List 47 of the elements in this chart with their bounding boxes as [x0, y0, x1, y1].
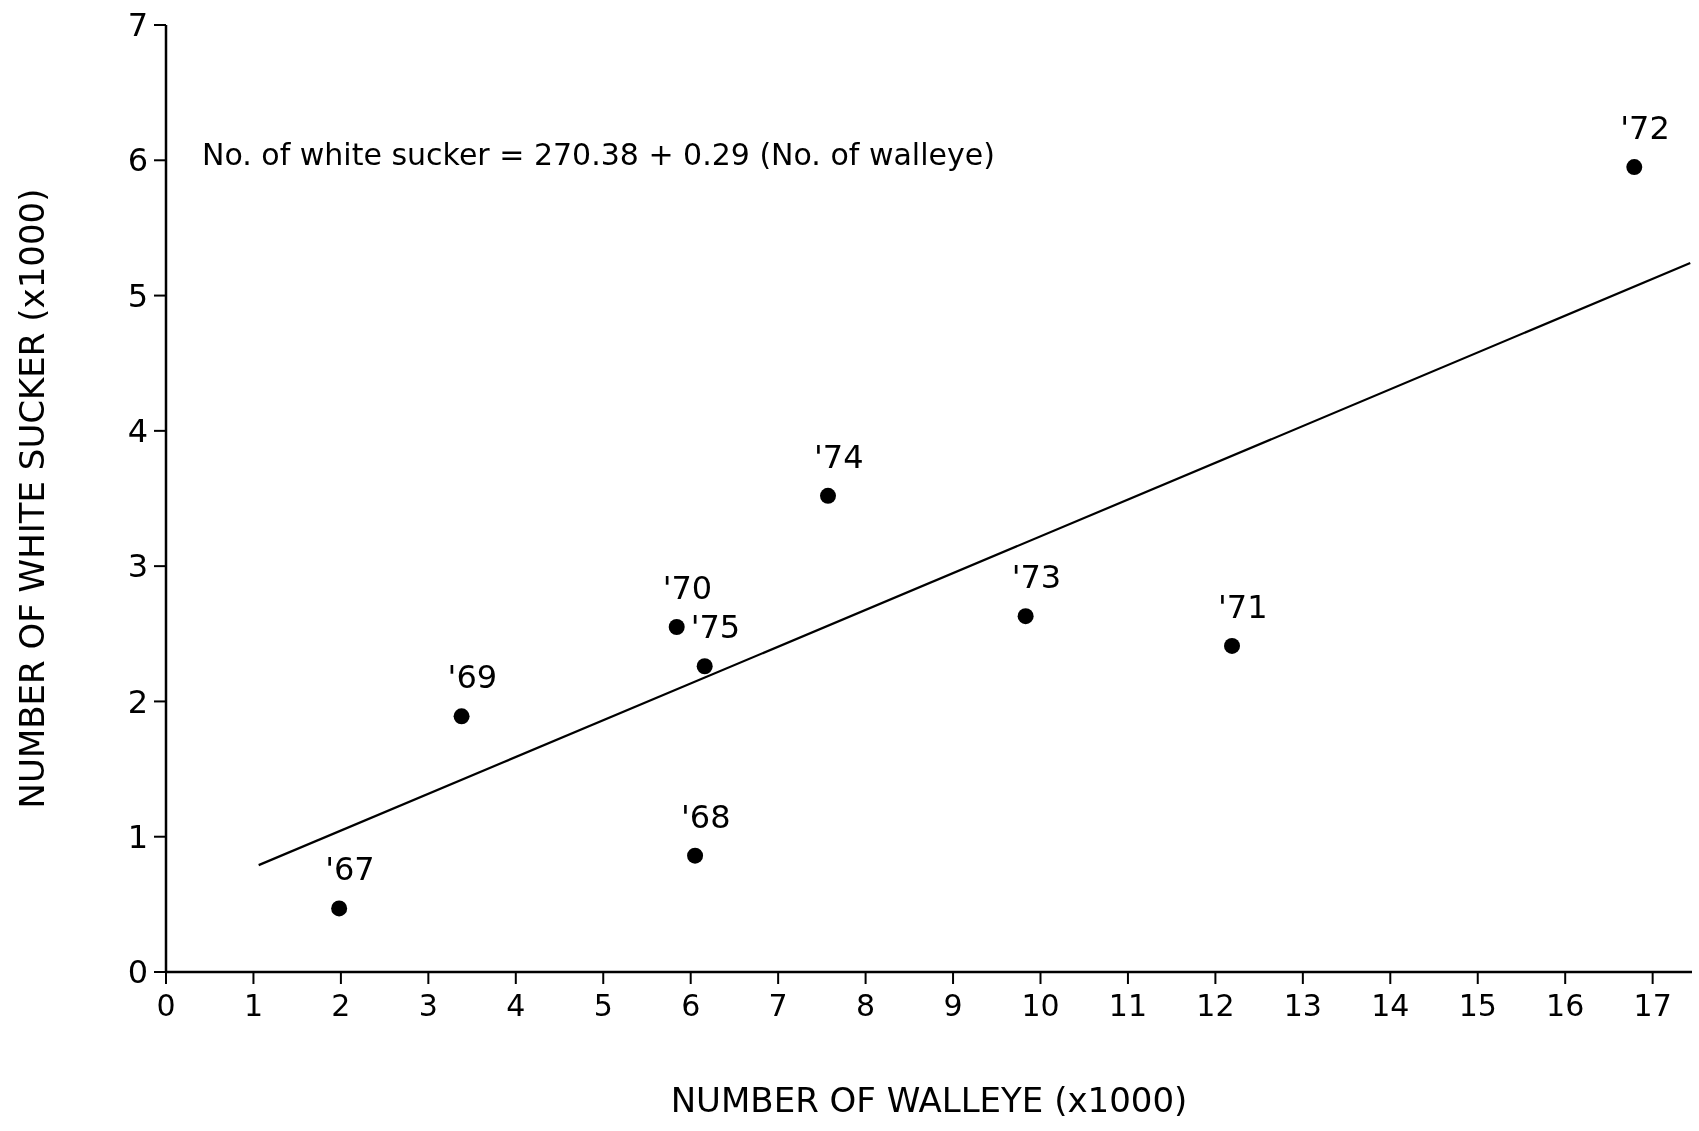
- point: [1224, 637, 1241, 654]
- x-tick-label: 11: [1108, 988, 1148, 1023]
- x-tick-label: 4: [506, 988, 526, 1023]
- x-tick-label: 9: [943, 988, 963, 1023]
- annotation: '74: [814, 437, 864, 476]
- point: [696, 658, 713, 675]
- y-tick-label: 1: [127, 817, 148, 856]
- x-tick-label: 7: [768, 988, 788, 1023]
- x-axis-title: NUMBER OF WALLEYE (x1000): [670, 1080, 1188, 1120]
- point: [453, 708, 470, 725]
- y-tick-label: 7: [127, 6, 148, 45]
- x-tick-label: 2: [331, 988, 351, 1023]
- x-tick-label: 16: [1546, 988, 1585, 1023]
- y-axis-title: NUMBER OF WHITE SUCKER (x1000): [12, 188, 52, 809]
- point: [1626, 159, 1643, 176]
- x-tick-label: 5: [593, 988, 613, 1023]
- annotation: '67: [325, 850, 375, 889]
- x-tick-label: 15: [1458, 988, 1497, 1023]
- annotation: No. of white sucker = 270.38 + 0.29 (No. of walleye): [202, 137, 995, 172]
- x-tick-label: 6: [681, 988, 701, 1023]
- point: [331, 900, 348, 917]
- y-tick-label: 0: [127, 953, 148, 992]
- annotation: '75: [690, 608, 741, 647]
- annotation: '72: [1620, 109, 1670, 148]
- annotation: '71: [1218, 587, 1268, 626]
- point: [668, 619, 685, 636]
- annotation: '68: [681, 797, 731, 836]
- x-tick-label: 0: [156, 988, 176, 1023]
- y-tick-label: 4: [127, 412, 148, 451]
- y-tick-label: 3: [127, 547, 148, 586]
- x-tick-label: 14: [1371, 988, 1410, 1023]
- y-tick-label: 6: [127, 141, 148, 180]
- x-tick-label: 12: [1196, 988, 1235, 1023]
- x-tick-label: 1: [243, 988, 263, 1023]
- x-tick-label: 13: [1283, 988, 1322, 1023]
- x-tick-label: 8: [856, 988, 876, 1023]
- annotation: '69: [447, 658, 498, 697]
- x-tick-label: 17: [1633, 988, 1672, 1023]
- x-tick-label: 3: [418, 988, 438, 1023]
- y-tick-label: 5: [127, 276, 148, 315]
- y-tick-label: 2: [127, 682, 148, 721]
- x-tick-label: 10: [1021, 988, 1060, 1023]
- point: [1017, 608, 1034, 625]
- annotation: '70: [662, 569, 713, 608]
- point: [820, 487, 836, 504]
- annotation: '73: [1011, 558, 1062, 597]
- point: [687, 847, 704, 864]
